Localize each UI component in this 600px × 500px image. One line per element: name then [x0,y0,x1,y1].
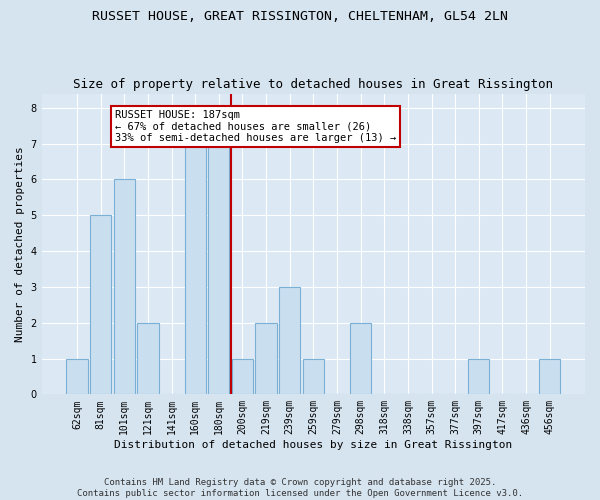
Y-axis label: Number of detached properties: Number of detached properties [15,146,25,342]
Bar [232,358,253,394]
Text: Contains HM Land Registry data © Crown copyright and database right 2025.
Contai: Contains HM Land Registry data © Crown c… [77,478,523,498]
Title: Size of property relative to detached houses in Great Rissington: Size of property relative to detached ho… [73,78,553,91]
Bar [208,144,229,394]
Bar [468,358,490,394]
Text: RUSSET HOUSE: 187sqm
← 67% of detached houses are smaller (26)
33% of semi-detac: RUSSET HOUSE: 187sqm ← 67% of detached h… [115,110,396,143]
X-axis label: Distribution of detached houses by size in Great Rissington: Distribution of detached houses by size … [114,440,512,450]
Bar [67,358,88,394]
Bar [137,322,158,394]
Bar [302,358,324,394]
Bar [279,287,301,395]
Bar [113,180,135,394]
Bar [90,216,111,394]
Text: RUSSET HOUSE, GREAT RISSINGTON, CHELTENHAM, GL54 2LN: RUSSET HOUSE, GREAT RISSINGTON, CHELTENH… [92,10,508,23]
Bar [350,322,371,394]
Bar [256,322,277,394]
Bar [539,358,560,394]
Bar [185,144,206,394]
